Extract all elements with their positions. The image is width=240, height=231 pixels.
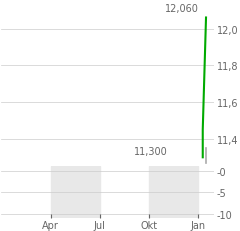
Text: 11,300: 11,300 <box>133 146 167 156</box>
Bar <box>50 167 100 218</box>
Text: 12,060: 12,060 <box>164 4 198 14</box>
Bar <box>149 167 198 218</box>
